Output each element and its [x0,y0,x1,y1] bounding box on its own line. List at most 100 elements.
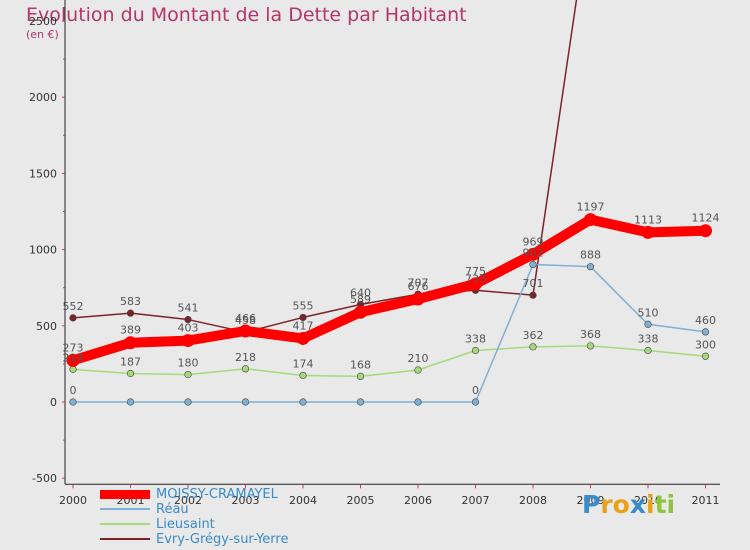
data-label: 555 [293,299,314,312]
logo-letter: t [654,490,667,519]
data-label: 273 [63,341,84,354]
data-label: 969 [523,235,544,248]
logo-letter: P [582,490,601,519]
data-label: 338 [638,332,659,345]
x-tick-label: 2000 [59,494,87,507]
data-label: 174 [293,357,314,370]
data-point [69,365,77,373]
legend-swatch [100,523,150,525]
data-label: 733 [465,272,486,285]
legend-swatch [100,538,150,540]
data-point [299,371,307,380]
data-point [529,343,537,351]
data-label: 417 [293,319,314,332]
data-point [69,314,77,322]
data-label: 640 [350,286,371,299]
legend-swatch [100,489,150,499]
x-tick-label: 2008 [519,494,547,507]
legend-label: Lieusaint [156,516,215,532]
data-point [356,372,365,380]
data-label: 214 [63,351,84,364]
data-label: 583 [120,295,141,308]
data-point [184,315,192,324]
data-label: 510 [638,306,659,319]
x-tick-label: 2011 [692,494,720,507]
data-point [586,342,595,350]
data-label: 552 [63,300,84,313]
data-point [529,291,537,299]
chart-title: Evolution du Montant de la Dette par Hab… [26,4,467,26]
data-point [471,398,480,406]
y-tick-label: 2000 [29,91,57,104]
data-label: 701 [523,277,544,290]
y-tick-label: 1500 [29,167,57,180]
y-tick-label: 500 [36,320,57,333]
data-label: 589 [350,293,371,306]
data-point [184,398,192,406]
legend-label: MOISSY-CRAMAYEL [156,486,278,502]
data-point [356,398,365,406]
data-point [701,328,710,336]
data-point [239,324,252,338]
data-label: 0 [472,384,479,397]
chart-subtitle: (en €) [26,28,59,41]
data-label: 1197 [577,201,605,214]
data-point [299,398,307,406]
data-label: 368 [580,328,601,341]
data-point [66,353,80,367]
data-point [126,398,135,406]
data-point [411,292,425,306]
logo-letter: i [666,490,676,519]
x-tick-label: 2007 [462,494,490,507]
data-point [69,398,77,406]
data-label: 1113 [634,213,662,226]
x-tick-label: 2002 [174,494,202,507]
data-point [641,225,655,239]
data-label: 676 [408,280,429,293]
data-label: 210 [408,352,429,365]
x-tick-label: 2009 [577,494,605,507]
data-point [126,369,135,378]
data-label: 775 [465,265,486,278]
series-line [72,263,707,403]
y-tick-label: 1000 [29,244,57,257]
data-point [354,305,367,319]
x-tick-label: 2006 [404,494,432,507]
x-tick-label: 2003 [232,494,260,507]
data-label: 403 [178,322,199,335]
data-point [181,334,195,348]
legend-item: Lieusaint [100,516,215,532]
data-point [469,277,482,291]
data-label: 180 [178,357,199,370]
data-point [529,260,537,269]
data-point [644,346,652,355]
data-label: 168 [350,358,371,371]
data-point [296,331,310,345]
data-point [644,320,652,328]
data-label: 187 [120,356,141,369]
data-point [414,398,422,406]
logo-letter: i [646,490,655,519]
logo-letter: o [612,490,630,519]
legend-label: Evry-Grégy-sur-Yerre [156,531,289,547]
series-line [72,0,578,333]
data-point [414,366,422,374]
data-label: 458 [235,314,256,327]
data-point [584,213,597,227]
data-label: 300 [695,338,716,351]
data-point [526,247,540,261]
y-tick-label: 2500 [29,15,57,28]
data-point [299,313,307,322]
data-point [241,398,250,406]
legend-swatch [100,508,150,510]
data-point [586,263,595,271]
logo-letter: r [600,490,613,519]
data-point [701,352,710,360]
proxiti-logo: Proxiti [582,490,675,519]
legend-label: Réau [156,501,189,517]
data-point [184,370,192,379]
data-point [241,365,250,373]
data-label: 707 [408,276,429,289]
series-line [68,214,711,366]
